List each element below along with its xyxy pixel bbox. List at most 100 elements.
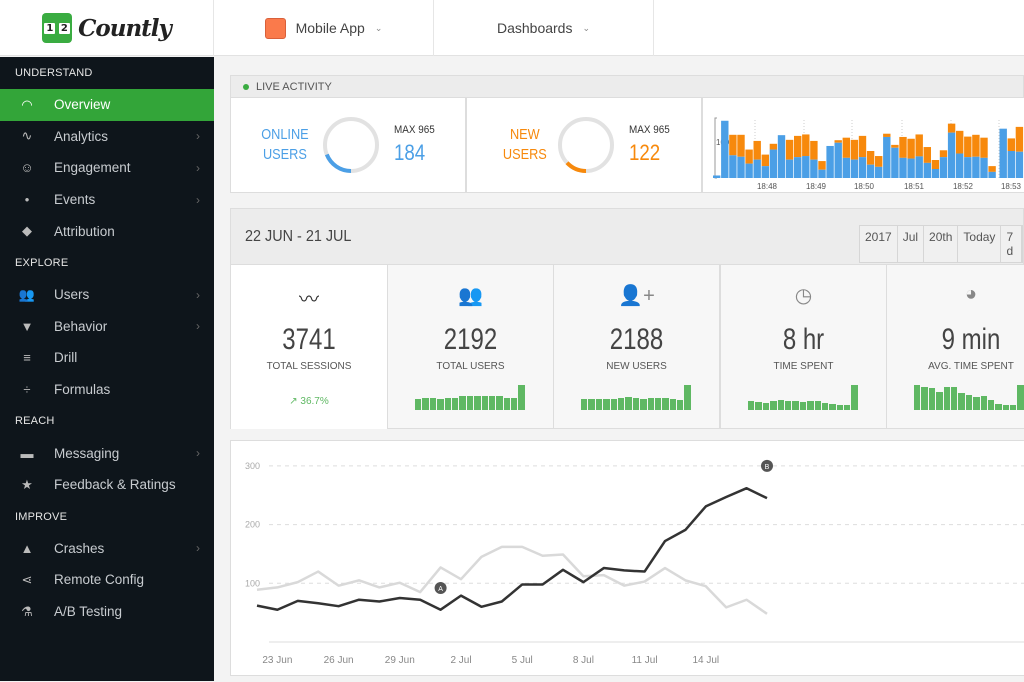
sidebar-item-attribution[interactable]: ◆ Attribution <box>0 215 214 247</box>
metric-card-total-users[interactable]: 👥 2192 TOTAL USERS <box>387 264 554 429</box>
chevron-right-icon: › <box>196 192 200 207</box>
live-bar-online <box>883 136 891 178</box>
live-bar-new <box>947 123 956 133</box>
date-button-day[interactable]: 20th <box>924 226 959 262</box>
live-bar-new <box>907 138 915 159</box>
sparkline-bar <box>980 396 987 410</box>
live-tick-label: 18:48 <box>757 182 778 191</box>
star-icon: ★ <box>21 476 33 492</box>
logo[interactable]: 1 2 Countly <box>0 0 214 56</box>
date-button-year[interactable]: 2017 <box>860 226 898 262</box>
live-bar-online <box>858 157 867 178</box>
dashboards-selector[interactable]: Dashboards ⌄ <box>434 0 654 56</box>
sparkline-bar <box>965 395 973 410</box>
live-bar-new <box>875 156 883 167</box>
pie-icon: ◕ <box>964 283 978 305</box>
live-tick-label: 18:53 <box>1001 182 1022 191</box>
live-activity-title: LIVE ACTIVITY <box>256 80 332 93</box>
x-tick-label: 14 Jul <box>692 655 719 666</box>
live-bar-new <box>745 149 753 164</box>
live-bar-new <box>1007 138 1015 151</box>
sidebar-item-label: Formulas <box>54 382 111 398</box>
chevron-right-icon: › <box>196 319 200 334</box>
sparkline-bar <box>829 403 836 410</box>
date-header: 22 JUN - 21 JUL 2017 Jul 20th Today 7 d <box>230 208 1024 265</box>
live-bar-online <box>713 175 721 178</box>
sidebar-item-events[interactable]: • Events › <box>0 184 214 216</box>
sidebar-item-label: Overview <box>54 97 111 113</box>
date-buttons: 2017 Jul 20th Today 7 d <box>859 225 1023 263</box>
y-tick-label: 100 <box>245 578 260 588</box>
sparkline-bar <box>459 396 466 410</box>
annotation-marker[interactable] <box>761 459 773 472</box>
date-button-month[interactable]: Jul <box>898 226 925 262</box>
online-users-panel: ONLINE USERS MAX 965 184 <box>230 98 466 193</box>
metric-label: TOTAL USERS <box>436 361 505 372</box>
live-bar-new <box>818 161 826 170</box>
online-users-max: MAX 965 <box>394 124 435 136</box>
sparkline-bar <box>1010 405 1017 410</box>
trend-line-icon: 〰 <box>299 289 319 311</box>
sidebar-item-label: Engagement <box>54 160 131 176</box>
metric-card-total-sessions[interactable]: 〰 3741 TOTAL SESSIONS ↗ 36.7% <box>230 264 388 429</box>
metric-card-time-spent[interactable]: ◷ 8 hr TIME SPENT <box>720 264 887 429</box>
date-range[interactable]: 22 JUN - 21 JUL <box>245 228 352 245</box>
live-bar-online <box>891 147 899 178</box>
y-tick-label: 200 <box>245 520 260 530</box>
dashboards-label: Dashboards <box>496 20 573 36</box>
sidebar-item-analytics[interactable]: ∿ Analytics › <box>0 121 214 153</box>
x-tick-label: 8 Jul <box>573 655 594 666</box>
date-button-today[interactable]: Today <box>958 226 1002 262</box>
sparkline <box>748 385 858 410</box>
sparkline-bar <box>669 399 677 410</box>
sidebar-item-formulas[interactable]: ÷ Formulas <box>0 374 214 406</box>
sidebar-item-engagement[interactable]: ☺ Engagement › <box>0 152 214 184</box>
annotation-marker[interactable] <box>434 581 447 594</box>
metric-card-avg-time-spent[interactable]: ◕ 9 min AVG. TIME SPENT <box>886 264 1024 429</box>
sidebar-item-feedback-ratings[interactable]: ★ Feedback & Ratings <box>0 469 214 501</box>
live-tick-label: 18:51 <box>904 182 925 191</box>
live-bar-online <box>923 162 931 178</box>
date-button-7days[interactable]: 7 d <box>1001 226 1022 262</box>
smiley-icon: ☺ <box>20 160 34 176</box>
sidebar-item-remote-config[interactable]: ⋖ Remote Config <box>0 564 214 596</box>
sidebar-item-label: Crashes <box>54 540 105 556</box>
sidebar-item-label: Behavior <box>54 318 108 334</box>
sparkline-bar <box>481 395 488 410</box>
sidebar-item-messaging[interactable]: ▬ Messaging › <box>0 437 214 469</box>
sidebar-item-users[interactable]: 👥 Users › <box>0 279 214 311</box>
metric-card-new-users[interactable]: 👤+ 2188 NEW USERS <box>553 264 720 429</box>
chevron-right-icon: › <box>196 160 200 175</box>
sparkline <box>914 385 1024 410</box>
tag-icon: ◆ <box>22 223 32 239</box>
x-tick-label: 11 Jul <box>632 655 658 666</box>
sidebar-section-title: REACH <box>15 415 55 428</box>
live-bar-online <box>850 159 859 178</box>
metric-label: TIME SPENT <box>773 361 834 372</box>
chevron-right-icon: › <box>196 541 200 556</box>
sparkline-bar <box>851 385 858 410</box>
sparkline-bar <box>488 395 496 410</box>
chat-icon: ▬ <box>20 445 34 461</box>
live-bar-online <box>794 157 802 178</box>
live-bar-online <box>999 128 1007 178</box>
live-bar-online <box>988 171 996 178</box>
live-bar-online <box>939 157 948 178</box>
sidebar-item-drill[interactable]: ≡ Drill <box>0 342 214 374</box>
sidebar-item-crashes[interactable]: ▲ Crashes › <box>0 533 214 565</box>
sidebar-item-label: Messaging <box>54 445 120 461</box>
sparkline-bar <box>777 400 784 410</box>
sparkline-bar <box>973 396 980 410</box>
sparkline-bar <box>950 387 958 410</box>
live-bar-online <box>907 158 915 178</box>
live-bar-online <box>826 145 834 178</box>
clock-icon: ◷ <box>794 285 813 307</box>
sparkline-bar <box>995 403 1002 410</box>
app-selector[interactable]: Mobile App ⌄ <box>214 0 434 56</box>
live-bar-online <box>866 164 875 178</box>
sparkline-bar <box>595 398 603 410</box>
sidebar-item-a-b-testing[interactable]: ⚗ A/B Testing <box>0 596 214 628</box>
sidebar-item-overview[interactable]: ◠ Overview <box>0 89 214 121</box>
live-bar-online <box>729 155 737 178</box>
sidebar-item-behavior[interactable]: ▼ Behavior › <box>0 311 214 343</box>
